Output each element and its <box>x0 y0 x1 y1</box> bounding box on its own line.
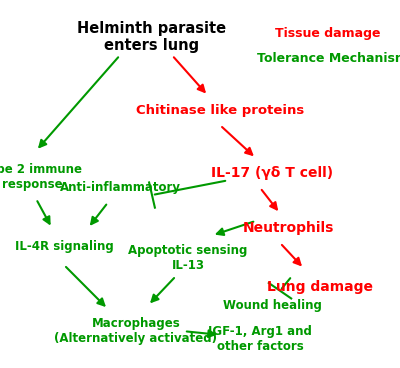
Text: Macrophages
(Alternatively activated): Macrophages (Alternatively activated) <box>54 317 218 345</box>
Text: Tolerance Mechanisms: Tolerance Mechanisms <box>257 52 400 66</box>
Text: IL-17 (γδ T cell): IL-17 (γδ T cell) <box>211 166 333 180</box>
Text: Lung damage: Lung damage <box>267 280 373 294</box>
Text: Neutrophils: Neutrophils <box>242 221 334 235</box>
Text: Type 2 immune
response: Type 2 immune response <box>0 163 82 191</box>
Text: IGF-1, Arg1 and
other factors: IGF-1, Arg1 and other factors <box>208 325 312 353</box>
Text: Helminth parasite
enters lung: Helminth parasite enters lung <box>78 21 226 53</box>
Text: Wound healing: Wound healing <box>222 299 322 312</box>
Text: Chitinase like proteins: Chitinase like proteins <box>136 104 304 117</box>
Text: IL-4R signaling: IL-4R signaling <box>15 240 113 253</box>
Text: Anti-inflammatory: Anti-inflammatory <box>60 181 180 194</box>
Text: Apoptotic sensing
IL-13: Apoptotic sensing IL-13 <box>128 244 248 272</box>
Text: Tissue damage: Tissue damage <box>275 26 381 40</box>
